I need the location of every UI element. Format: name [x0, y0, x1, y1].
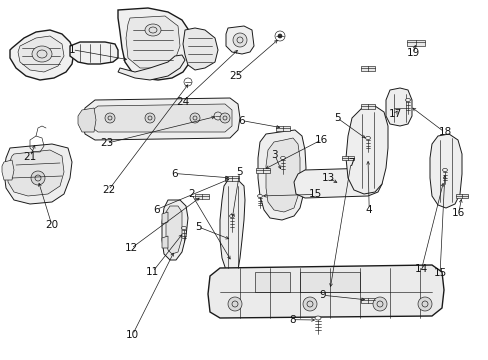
Text: 18: 18 [437, 127, 451, 138]
Polygon shape [10, 30, 74, 80]
Text: 1: 1 [69, 45, 76, 55]
Text: 11: 11 [145, 267, 159, 277]
Text: 5: 5 [194, 222, 201, 232]
Ellipse shape [314, 316, 320, 320]
Polygon shape [275, 126, 289, 131]
Polygon shape [256, 168, 269, 173]
Text: 16: 16 [314, 135, 328, 145]
Text: 20: 20 [45, 220, 58, 230]
Text: 10: 10 [126, 330, 139, 340]
Text: 22: 22 [102, 185, 115, 195]
Polygon shape [258, 130, 305, 220]
Polygon shape [165, 206, 182, 254]
Text: 16: 16 [451, 208, 465, 218]
Text: 3: 3 [271, 150, 278, 160]
Text: 9: 9 [319, 290, 325, 300]
Polygon shape [183, 28, 218, 70]
Ellipse shape [145, 24, 161, 36]
Ellipse shape [442, 168, 447, 172]
Polygon shape [455, 194, 467, 198]
Text: 2: 2 [188, 189, 195, 199]
Text: 4: 4 [365, 204, 372, 215]
Polygon shape [78, 108, 96, 132]
Ellipse shape [405, 98, 409, 102]
Polygon shape [360, 66, 374, 71]
Polygon shape [162, 236, 168, 248]
Polygon shape [126, 16, 180, 68]
Polygon shape [207, 265, 443, 318]
Text: 24: 24 [176, 96, 189, 107]
Ellipse shape [32, 46, 52, 62]
Polygon shape [341, 156, 353, 161]
Polygon shape [299, 272, 359, 292]
Ellipse shape [303, 297, 316, 311]
Polygon shape [224, 176, 239, 181]
Text: 17: 17 [387, 109, 401, 120]
Polygon shape [70, 42, 118, 64]
Ellipse shape [257, 194, 262, 198]
Polygon shape [360, 104, 374, 109]
Text: 19: 19 [406, 48, 420, 58]
Polygon shape [118, 55, 184, 80]
Polygon shape [293, 168, 381, 198]
Polygon shape [220, 180, 244, 272]
Polygon shape [346, 106, 387, 194]
Polygon shape [90, 104, 231, 132]
Polygon shape [429, 134, 461, 208]
Polygon shape [225, 26, 253, 54]
Ellipse shape [190, 113, 200, 123]
Polygon shape [254, 272, 289, 292]
Polygon shape [406, 40, 424, 46]
Ellipse shape [220, 113, 229, 123]
Polygon shape [118, 8, 192, 80]
Ellipse shape [365, 136, 369, 140]
Ellipse shape [280, 156, 285, 159]
Ellipse shape [372, 297, 386, 311]
Text: 6: 6 [153, 204, 160, 215]
Polygon shape [162, 200, 187, 260]
Polygon shape [360, 298, 374, 303]
Ellipse shape [227, 297, 242, 311]
Ellipse shape [229, 215, 234, 217]
Polygon shape [162, 212, 168, 224]
Ellipse shape [31, 171, 45, 185]
Polygon shape [385, 88, 411, 126]
Ellipse shape [232, 33, 246, 47]
Text: 8: 8 [288, 315, 295, 325]
Text: 7: 7 [347, 158, 354, 168]
Text: 25: 25 [228, 71, 242, 81]
Text: 12: 12 [124, 243, 138, 253]
Text: 13: 13 [321, 173, 335, 183]
Ellipse shape [278, 34, 282, 38]
Polygon shape [18, 36, 64, 72]
Ellipse shape [145, 113, 155, 123]
Polygon shape [8, 150, 64, 196]
Ellipse shape [105, 113, 115, 123]
Polygon shape [195, 194, 208, 199]
Text: 23: 23 [100, 138, 113, 148]
Polygon shape [82, 98, 240, 140]
Ellipse shape [181, 226, 186, 230]
Text: 15: 15 [308, 189, 322, 199]
Text: 5: 5 [333, 113, 340, 123]
Text: 15: 15 [432, 268, 446, 278]
Polygon shape [4, 144, 72, 204]
Polygon shape [265, 138, 299, 212]
Text: 5: 5 [236, 167, 243, 177]
Text: 14: 14 [414, 264, 427, 274]
Text: 6: 6 [171, 168, 178, 179]
Polygon shape [2, 160, 14, 180]
Text: 21: 21 [23, 152, 37, 162]
Ellipse shape [417, 297, 431, 311]
Text: 6: 6 [238, 116, 245, 126]
